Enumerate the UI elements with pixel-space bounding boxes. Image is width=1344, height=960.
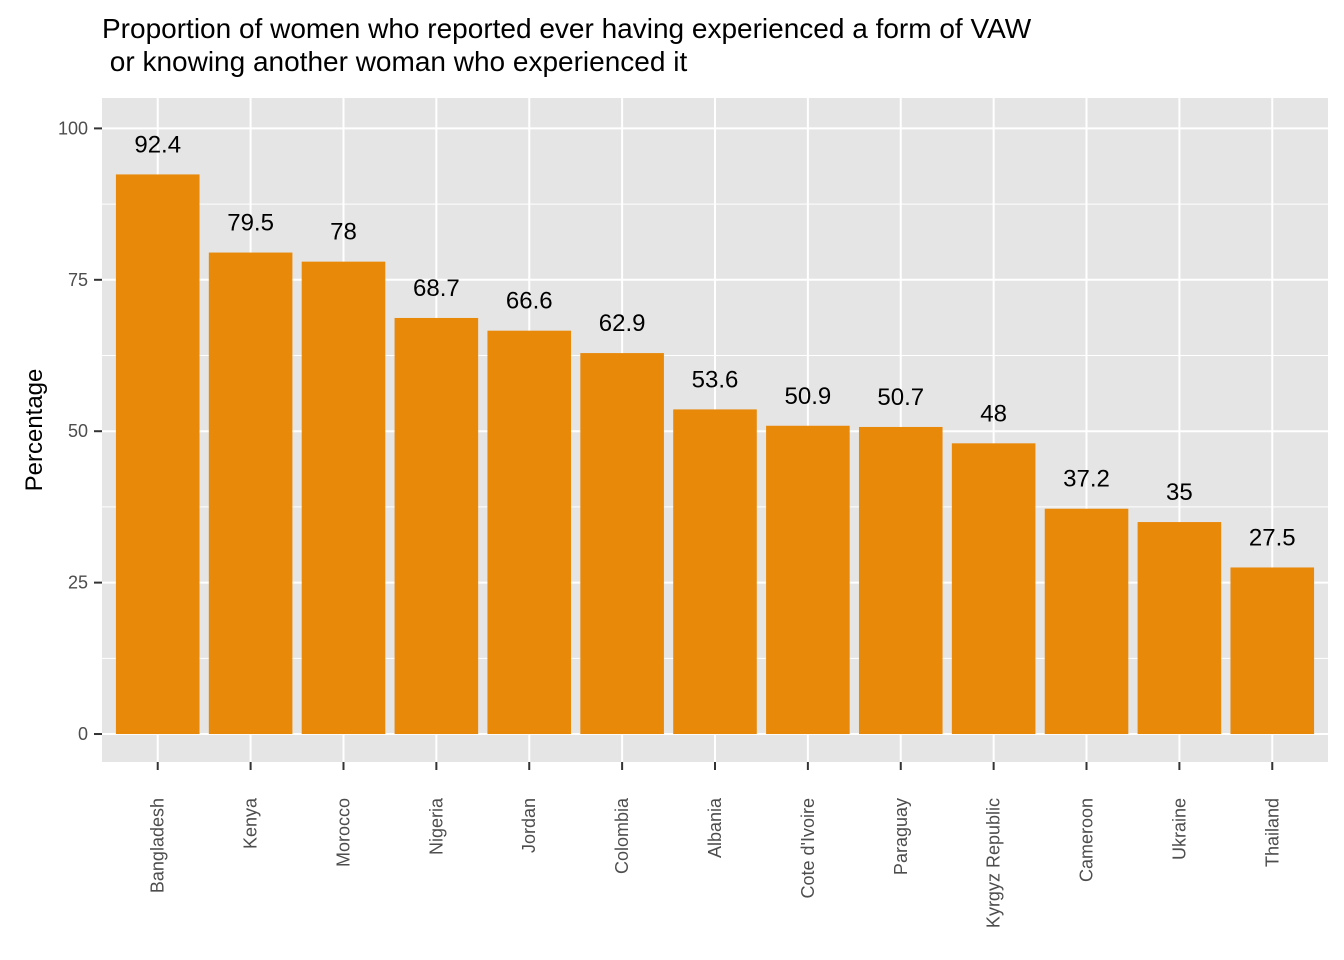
- x-tick-label: Jordan: [519, 798, 539, 853]
- bar-kyrgyz-republic: [951, 443, 1036, 735]
- data-label: 50.9: [785, 383, 832, 410]
- bar-nigeria: [394, 317, 479, 735]
- y-axis: 0 25 50 75 100: [58, 118, 102, 744]
- bar-cote-d-ivoire: [766, 425, 850, 735]
- data-label: 50.7: [877, 384, 924, 411]
- bar-albania: [673, 409, 757, 735]
- x-tick-label: Cote d'Ivoire: [798, 798, 818, 899]
- data-label: 35: [1166, 479, 1193, 506]
- data-label: 37.2: [1063, 466, 1110, 493]
- x-tick-label: Albania: [705, 797, 725, 858]
- data-labels: 92.4 79.5 78 68.7 66.6 62.9 53.6 50.9 50.7 48 37.2…: [134, 131, 1295, 551]
- data-label: 66.6: [506, 288, 553, 315]
- x-tick-label: Thailand: [1262, 798, 1282, 867]
- bar-ukraine: [1137, 522, 1222, 735]
- data-label: 48: [980, 400, 1007, 427]
- data-label: 79.5: [227, 210, 274, 237]
- y-tick-label: 100: [58, 118, 88, 138]
- data-label: 68.7: [413, 275, 460, 302]
- bar-cameroon: [1044, 508, 1129, 735]
- x-tick-label: Colombia: [612, 797, 632, 874]
- x-tick-label: Ukraine: [1169, 798, 1189, 860]
- x-axis: Bangladesh Kenya Morocco Nigeria Jordan Colom…: [148, 762, 1282, 928]
- bar-thailand: [1230, 567, 1315, 735]
- y-tick-label: 0: [78, 724, 88, 744]
- x-tick-label: Bangladesh: [148, 798, 168, 893]
- x-tick-label: Nigeria: [426, 797, 446, 855]
- y-tick-label: 75: [68, 270, 88, 290]
- data-label: 92.4: [134, 131, 181, 158]
- bar-morocco: [301, 261, 386, 735]
- bar-paraguay: [858, 426, 943, 735]
- x-tick-label: Morocco: [333, 798, 353, 867]
- data-label: 78: [330, 219, 357, 246]
- bars: [115, 174, 1315, 735]
- y-tick-label: 25: [68, 573, 88, 593]
- chart-title: Proportion of women who reported ever ha…: [102, 13, 1032, 77]
- data-label: 53.6: [692, 366, 739, 393]
- bar-kenya: [208, 252, 293, 735]
- y-tick-label: 50: [68, 421, 88, 441]
- x-tick-label: Paraguay: [891, 798, 911, 875]
- y-axis-title: Percentage: [21, 369, 48, 492]
- x-tick-label: Cameroon: [1077, 798, 1097, 882]
- bar-bangladesh: [115, 174, 200, 735]
- data-label: 27.5: [1249, 524, 1296, 551]
- bar-jordan: [487, 330, 572, 735]
- x-tick-label: Kyrgyz Republic: [984, 798, 1004, 928]
- bar-colombia: [580, 353, 664, 735]
- data-label: 62.9: [599, 310, 646, 337]
- x-tick-label: Kenya: [241, 797, 261, 849]
